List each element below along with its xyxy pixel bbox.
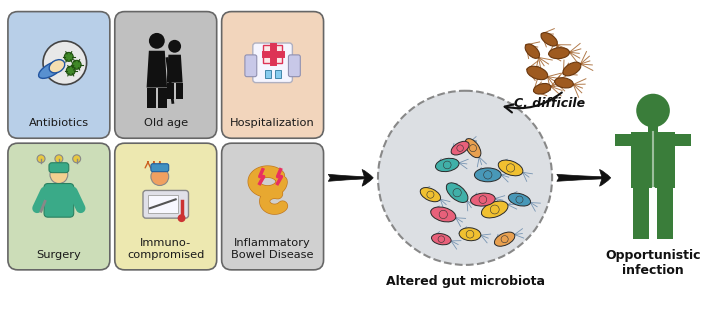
- Bar: [633, 188, 649, 239]
- FancyBboxPatch shape: [275, 70, 280, 78]
- FancyBboxPatch shape: [44, 183, 74, 217]
- Circle shape: [151, 168, 169, 185]
- Circle shape: [438, 236, 444, 243]
- Circle shape: [65, 52, 73, 61]
- FancyBboxPatch shape: [8, 12, 110, 138]
- Ellipse shape: [474, 168, 501, 182]
- Ellipse shape: [549, 48, 569, 59]
- Polygon shape: [167, 55, 182, 83]
- Circle shape: [427, 191, 434, 198]
- Circle shape: [149, 33, 165, 49]
- FancyBboxPatch shape: [288, 55, 300, 77]
- Circle shape: [443, 161, 451, 169]
- Text: Surgery: Surgery: [36, 250, 81, 260]
- Ellipse shape: [498, 160, 523, 176]
- Circle shape: [466, 230, 474, 238]
- Polygon shape: [175, 83, 182, 99]
- Ellipse shape: [541, 33, 557, 46]
- Circle shape: [178, 214, 185, 222]
- Polygon shape: [146, 51, 167, 88]
- Ellipse shape: [465, 139, 481, 158]
- Circle shape: [66, 66, 75, 75]
- Circle shape: [378, 91, 552, 265]
- Text: Antibiotics: Antibiotics: [29, 118, 89, 128]
- FancyBboxPatch shape: [115, 143, 217, 270]
- Bar: [657, 188, 673, 239]
- FancyBboxPatch shape: [245, 55, 257, 77]
- FancyBboxPatch shape: [265, 70, 271, 78]
- FancyBboxPatch shape: [151, 164, 169, 172]
- Circle shape: [469, 145, 476, 152]
- FancyBboxPatch shape: [115, 12, 217, 138]
- Ellipse shape: [481, 201, 508, 218]
- Circle shape: [168, 40, 181, 53]
- Bar: [648, 126, 658, 134]
- Ellipse shape: [563, 62, 581, 76]
- Circle shape: [439, 210, 447, 219]
- Circle shape: [37, 155, 45, 163]
- Ellipse shape: [420, 188, 441, 202]
- FancyBboxPatch shape: [222, 12, 324, 138]
- FancyBboxPatch shape: [631, 132, 674, 188]
- Circle shape: [491, 205, 499, 214]
- FancyBboxPatch shape: [263, 45, 283, 63]
- Circle shape: [453, 189, 462, 197]
- Ellipse shape: [38, 61, 63, 78]
- Ellipse shape: [555, 78, 573, 88]
- FancyBboxPatch shape: [253, 43, 293, 83]
- Bar: [674, 134, 691, 146]
- Polygon shape: [158, 88, 167, 108]
- Circle shape: [50, 166, 67, 183]
- Circle shape: [516, 196, 523, 203]
- Ellipse shape: [508, 193, 530, 206]
- Ellipse shape: [527, 66, 547, 80]
- Circle shape: [636, 94, 670, 127]
- FancyBboxPatch shape: [8, 143, 110, 270]
- Ellipse shape: [494, 232, 515, 246]
- Circle shape: [479, 196, 487, 203]
- Ellipse shape: [533, 83, 551, 94]
- Polygon shape: [146, 88, 155, 108]
- Polygon shape: [167, 83, 174, 99]
- Circle shape: [72, 155, 81, 163]
- Circle shape: [484, 171, 492, 179]
- Ellipse shape: [431, 207, 456, 222]
- Circle shape: [506, 164, 515, 172]
- FancyBboxPatch shape: [49, 163, 69, 172]
- Text: Opportunistic
infection: Opportunistic infection: [606, 249, 701, 277]
- FancyBboxPatch shape: [148, 195, 178, 213]
- Ellipse shape: [435, 158, 459, 172]
- Bar: [616, 134, 631, 146]
- Circle shape: [501, 235, 508, 243]
- Ellipse shape: [451, 141, 469, 155]
- Ellipse shape: [447, 183, 468, 203]
- Ellipse shape: [525, 44, 540, 58]
- Circle shape: [43, 41, 87, 85]
- Circle shape: [55, 155, 62, 163]
- Text: C. difficile: C. difficile: [513, 97, 585, 110]
- Ellipse shape: [49, 60, 65, 73]
- FancyBboxPatch shape: [143, 191, 188, 218]
- Ellipse shape: [459, 228, 481, 241]
- Text: Inflammatory
Bowel Disease: Inflammatory Bowel Disease: [231, 238, 314, 260]
- FancyBboxPatch shape: [222, 143, 324, 270]
- Text: Altered gut microbiota: Altered gut microbiota: [386, 275, 545, 288]
- Circle shape: [72, 60, 81, 69]
- Text: Hospitalization: Hospitalization: [230, 118, 315, 128]
- Text: Immuno-
compromised: Immuno- compromised: [127, 238, 204, 260]
- Ellipse shape: [471, 193, 495, 206]
- Circle shape: [457, 145, 464, 151]
- Text: Old age: Old age: [143, 118, 188, 128]
- Ellipse shape: [432, 234, 451, 245]
